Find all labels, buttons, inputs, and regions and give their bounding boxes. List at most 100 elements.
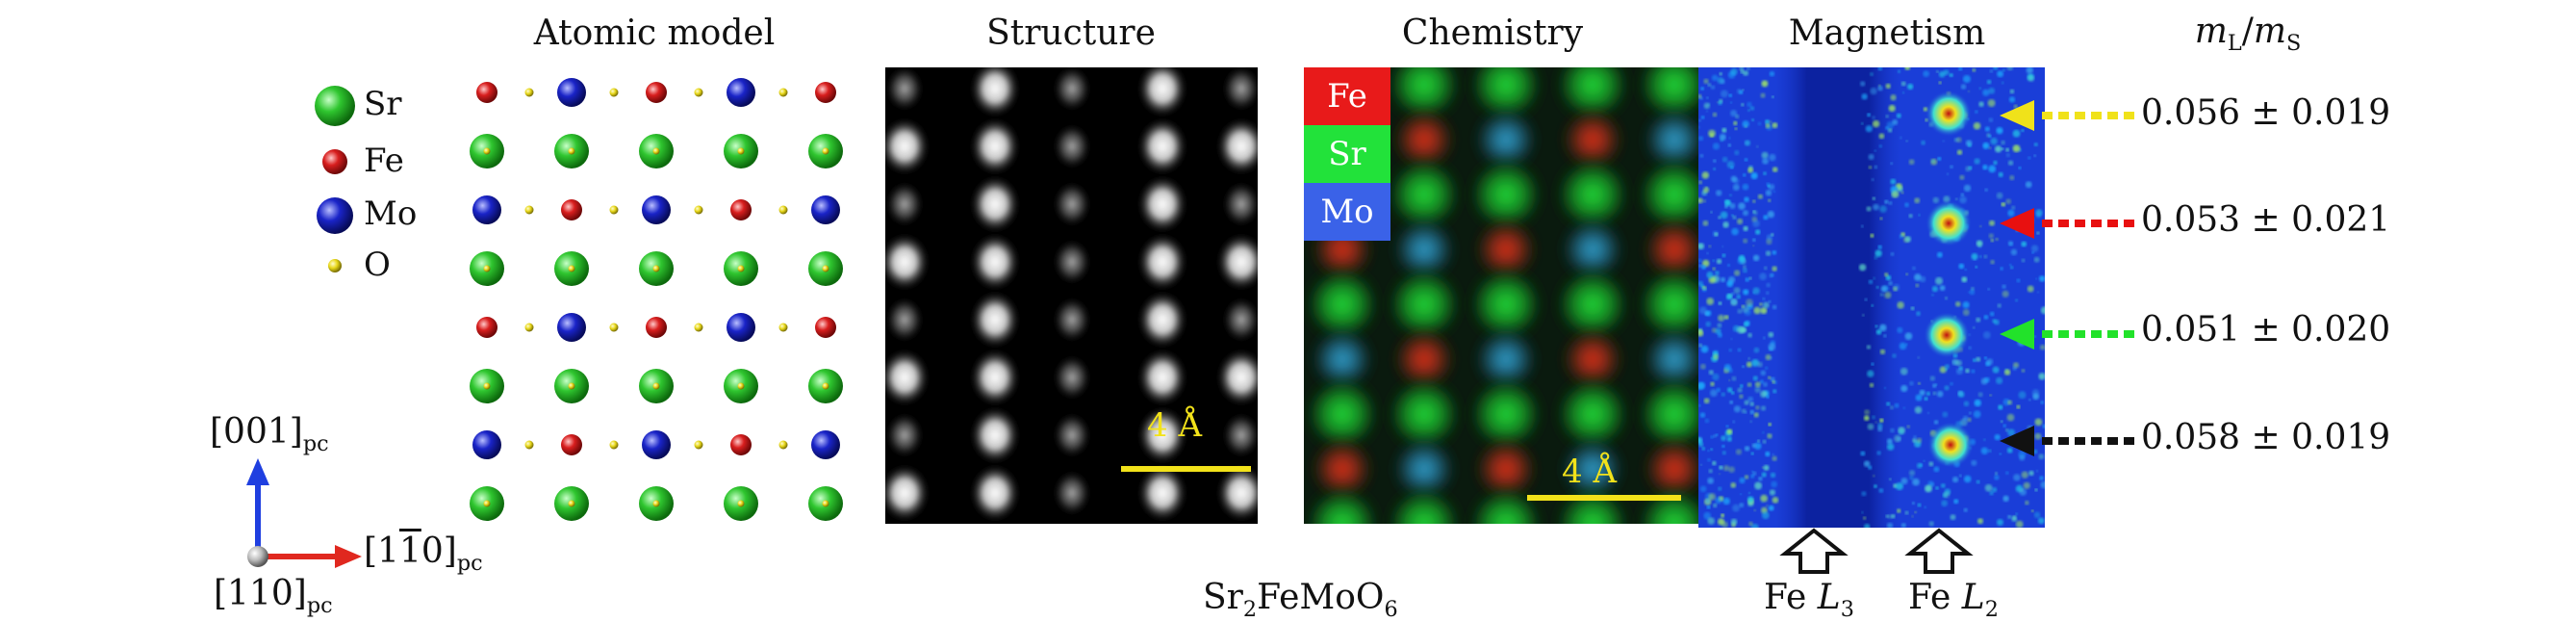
speckle (1917, 503, 1922, 507)
ratio-numerator-sub: L (2227, 30, 2242, 56)
mo-atom (557, 313, 586, 342)
atom-column-spot (1137, 464, 1187, 522)
speckle (1749, 409, 1754, 415)
legend-label-mo: Mo (364, 194, 418, 233)
speckle (1878, 144, 1882, 148)
atom-column-spot (1216, 464, 1258, 522)
speckle (1894, 402, 1900, 408)
speckle (1703, 511, 1712, 520)
speckle (1768, 184, 1775, 191)
speckle (1906, 425, 1910, 428)
axis-origin-sphere (247, 546, 268, 567)
speckle (1996, 127, 2003, 135)
speckle (1932, 391, 1937, 396)
ratio-value-3: 0.051 ± 0.020 (2141, 310, 2391, 350)
speckle (2015, 512, 2018, 516)
speckle (1762, 336, 1766, 340)
speckle (1752, 287, 1760, 295)
speckle (1867, 423, 1875, 430)
speckle (1716, 101, 1719, 104)
speckle (1949, 73, 1953, 78)
speckle (1936, 70, 1939, 73)
mo-atom (642, 430, 671, 459)
atom-column-spot (885, 297, 924, 343)
speckle (1740, 69, 1745, 74)
speckle (1710, 435, 1714, 439)
speckle (1904, 67, 1910, 70)
speckle (1707, 450, 1710, 453)
speckle (1885, 126, 1889, 130)
speckle (1769, 153, 1776, 162)
o-atom (483, 382, 491, 390)
speckle (1760, 405, 1767, 411)
speckle (1873, 203, 1879, 211)
speckle (1738, 254, 1746, 262)
speckle (1702, 220, 1709, 226)
atom-column-spot (885, 117, 930, 175)
speckle (1713, 503, 1718, 508)
speckle (2001, 140, 2005, 145)
speckle (1955, 368, 1963, 375)
speckle (1923, 70, 1929, 77)
speckle (2034, 488, 2038, 492)
speckle (1768, 331, 1774, 338)
speckle (1733, 405, 1741, 413)
speckle (1861, 93, 1868, 100)
edge-l2-edge: L (1961, 578, 1985, 617)
o-atom (609, 205, 619, 215)
speckle (1747, 357, 1750, 360)
speckle (1912, 266, 1916, 271)
speckle (1766, 504, 1769, 507)
speckle (1743, 70, 1748, 76)
speckle (1890, 162, 1894, 166)
speckle (1987, 99, 1996, 108)
speckle (1875, 324, 1878, 328)
edge-arrows (1779, 528, 1974, 574)
speckle (1886, 522, 1894, 528)
edge-l3-sub: 3 (1840, 596, 1854, 622)
fe-signal (1642, 436, 1700, 502)
formula-sub-1: 2 (1242, 596, 1258, 622)
speckle (1737, 218, 1744, 225)
speckle (1950, 165, 1953, 169)
sr-signal (1554, 485, 1631, 524)
speckle (1866, 206, 1872, 212)
speckle (1997, 303, 2002, 308)
speckle (1710, 85, 1716, 90)
speckle (2016, 278, 2021, 283)
speckle (1720, 138, 1723, 143)
speckle (1969, 411, 1972, 415)
speckle (1712, 267, 1716, 271)
speckle (1750, 452, 1754, 455)
speckle (1707, 478, 1714, 484)
speckle (1771, 480, 1777, 488)
speckle (1989, 491, 1994, 496)
o-atom (652, 500, 660, 507)
speckle (1867, 370, 1875, 377)
speckle (1734, 127, 1738, 131)
speckle (2023, 481, 2030, 489)
speckle (1879, 205, 1887, 213)
speckle (1928, 461, 1934, 467)
speckle (1902, 406, 1906, 410)
speckle (1932, 196, 1939, 204)
speckle (1967, 90, 1970, 92)
speckle (1756, 145, 1759, 148)
speckle (1865, 125, 1873, 133)
speckle (1772, 167, 1778, 172)
speckle (1950, 514, 1956, 521)
o-atom (694, 205, 703, 215)
speckle (1726, 280, 1734, 288)
fe-signal (1473, 436, 1539, 502)
speckle (1914, 510, 1917, 514)
speckle (1731, 214, 1734, 217)
speckle (1917, 356, 1920, 359)
speckle (1982, 165, 1988, 170)
o-atom (778, 205, 788, 215)
speckle (1875, 421, 1877, 424)
speckle (1768, 505, 1774, 511)
speckle (1748, 521, 1753, 527)
atom-column-spot (1222, 297, 1258, 343)
speckle (1700, 116, 1705, 119)
speckle (1729, 400, 1734, 404)
